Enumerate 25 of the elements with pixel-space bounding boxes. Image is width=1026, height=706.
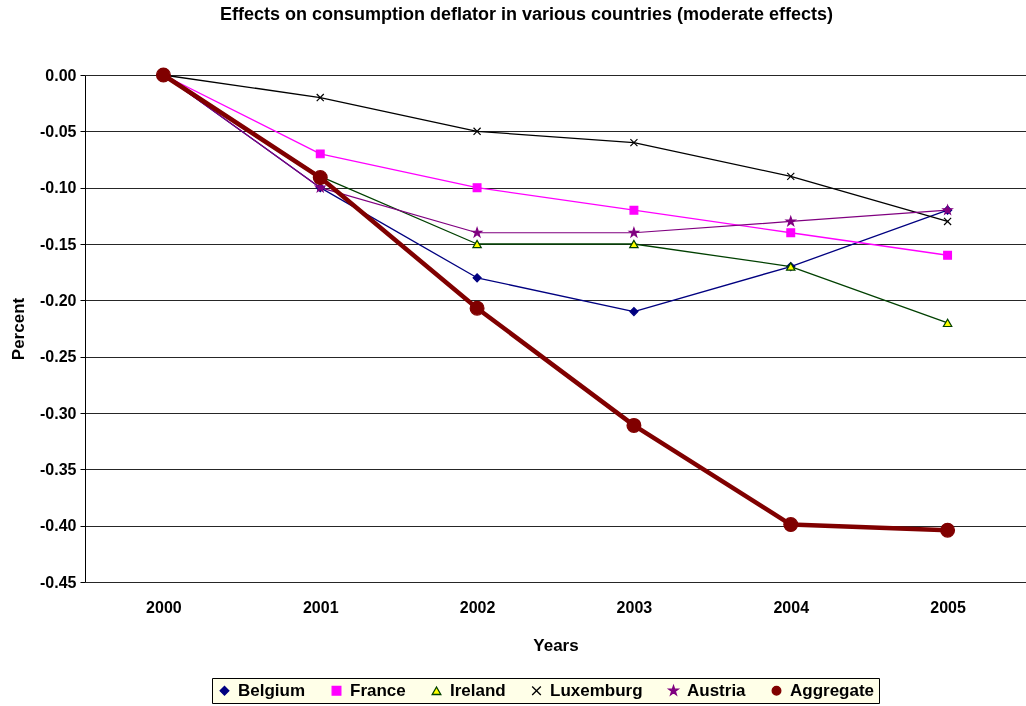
chart-title: Effects on consumption deflator in various countries (moderate effects) (219, 3, 834, 24)
x-tick-label: 2005 (930, 598, 966, 616)
y-tick-label: -0.20 (40, 291, 77, 309)
legend-label: France (350, 680, 406, 700)
legend-label: Belgium (238, 680, 306, 700)
y-tick-label: -0.25 (40, 348, 77, 366)
x-tick-label: 2000 (146, 598, 182, 616)
y-tick-label: -0.35 (40, 460, 77, 478)
y-tick-label: -0.15 (40, 235, 77, 253)
x-axis-title: Years (533, 635, 579, 655)
x-tick-label: 2002 (459, 598, 496, 616)
legend-label: Ireland (450, 680, 506, 700)
legend-label: Aggregate (790, 680, 875, 700)
x-tick-label: 2004 (773, 598, 810, 616)
y-tick-label: -0.05 (40, 122, 77, 140)
y-tick-label: -0.30 (40, 404, 77, 422)
legend-label: Luxemburg (550, 680, 643, 700)
x-tick-label: 2001 (302, 598, 339, 616)
y-tick-label: 0.00 (45, 66, 77, 84)
y-tick-label: -0.10 (40, 179, 77, 197)
y-tick-label: -0.40 (40, 517, 77, 535)
legend-label: Austria (687, 680, 747, 700)
y-axis-title: Percent (9, 297, 29, 361)
x-tick-label: 2003 (616, 598, 653, 616)
y-tick-label: -0.45 (40, 573, 77, 591)
